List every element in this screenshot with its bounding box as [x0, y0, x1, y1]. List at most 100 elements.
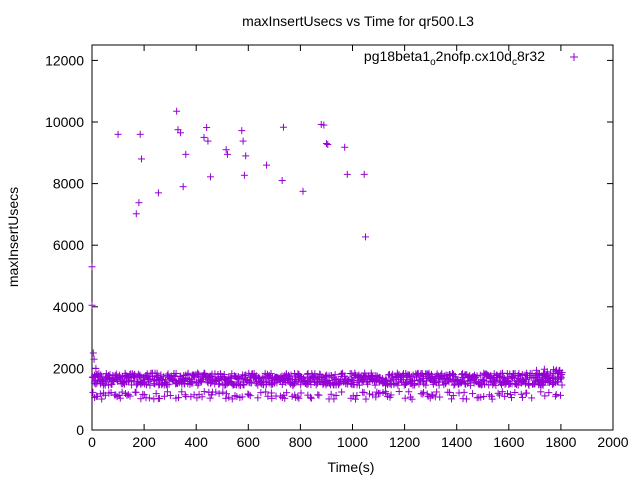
data-point: [494, 389, 502, 397]
data-point: [551, 392, 559, 400]
data-point: [503, 390, 511, 398]
data-point: [120, 379, 128, 387]
data-point: [480, 392, 488, 400]
data-point: [387, 391, 395, 399]
data-point: [273, 379, 281, 387]
data-point: [394, 381, 402, 389]
data-point: [178, 388, 186, 396]
legend-text: pg18beta1: [364, 48, 430, 64]
data-points: [88, 107, 566, 403]
data-point: [405, 388, 413, 396]
data-point: [225, 393, 233, 401]
x-tick-label: 0: [88, 434, 96, 450]
data-point: [371, 381, 379, 389]
data-point: [498, 388, 506, 396]
data-point: [137, 155, 145, 163]
data-point: [457, 379, 465, 387]
data-point: [436, 393, 444, 401]
data-point: [242, 371, 250, 379]
data-point: [460, 388, 468, 396]
legend-marker: [570, 53, 578, 61]
data-point: [552, 391, 560, 399]
data-point: [556, 391, 564, 399]
data-point: [511, 389, 519, 397]
data-point: [294, 393, 302, 401]
y-tick-label: 6000: [53, 237, 84, 253]
data-point: [315, 391, 323, 399]
data-point: [506, 391, 514, 399]
data-point: [361, 373, 369, 381]
x-tick-label: 1800: [545, 434, 576, 450]
data-point: [384, 371, 392, 379]
data-point: [372, 393, 380, 401]
data-point: [287, 371, 295, 379]
data-point: [450, 381, 458, 389]
data-point: [182, 374, 190, 382]
data-point: [203, 124, 211, 132]
data-point: [541, 392, 549, 400]
data-point: [156, 394, 164, 402]
data-point: [420, 388, 428, 396]
data-point: [348, 370, 356, 378]
data-point: [522, 376, 530, 384]
data-point: [166, 392, 174, 400]
data-point: [96, 390, 104, 398]
data-point: [503, 376, 511, 384]
data-point: [182, 150, 190, 158]
data-point: [145, 394, 153, 402]
data-point: [107, 389, 115, 397]
data-point: [539, 381, 547, 389]
data-point: [278, 177, 286, 185]
data-point: [207, 173, 215, 181]
x-tick-label: 1000: [337, 434, 368, 450]
data-point: [469, 390, 477, 398]
x-tick-label: 1400: [441, 434, 472, 450]
data-point: [263, 370, 271, 378]
data-point: [173, 107, 181, 115]
data-point: [442, 380, 450, 388]
data-point: [267, 370, 275, 378]
data-point: [193, 394, 201, 402]
data-point: [343, 170, 351, 178]
data-point: [116, 394, 124, 402]
data-point: [154, 189, 162, 197]
data-point: [89, 349, 97, 357]
data-point: [360, 389, 368, 397]
data-point: [515, 369, 523, 377]
data-point: [89, 388, 97, 396]
data-point: [338, 388, 346, 396]
data-point: [320, 378, 328, 386]
data-point: [477, 381, 485, 389]
data-point: [135, 373, 143, 381]
data-point: [525, 381, 533, 389]
y-tick-label: 4000: [53, 299, 84, 315]
data-point: [388, 374, 396, 382]
x-tick-label: 400: [185, 434, 209, 450]
data-point: [174, 394, 182, 402]
data-point: [556, 375, 564, 383]
data-point: [365, 390, 373, 398]
data-point: [518, 393, 526, 401]
data-point: [322, 140, 330, 148]
data-point: [462, 395, 470, 403]
data-point: [538, 380, 546, 388]
data-point: [455, 389, 463, 397]
data-point: [312, 381, 320, 389]
data-point: [422, 381, 430, 389]
data-point: [222, 390, 230, 398]
data-point: [335, 380, 343, 388]
y-tick-label: 12000: [45, 52, 84, 68]
data-point: [140, 391, 148, 399]
data-point: [106, 371, 114, 379]
data-point: [410, 379, 418, 387]
data-point: [101, 391, 109, 399]
legend-label: pg18beta1o2nofp.cx10dc8r32: [364, 48, 545, 68]
x-ticks: 0 200 400 600 800 1000 1200 1400 1600 1800 2000: [88, 45, 629, 450]
data-point: [480, 380, 488, 388]
data-point: [90, 355, 98, 363]
data-point: [289, 381, 297, 389]
data-point: [543, 368, 551, 376]
data-point: [200, 133, 208, 141]
data-point: [163, 388, 171, 396]
